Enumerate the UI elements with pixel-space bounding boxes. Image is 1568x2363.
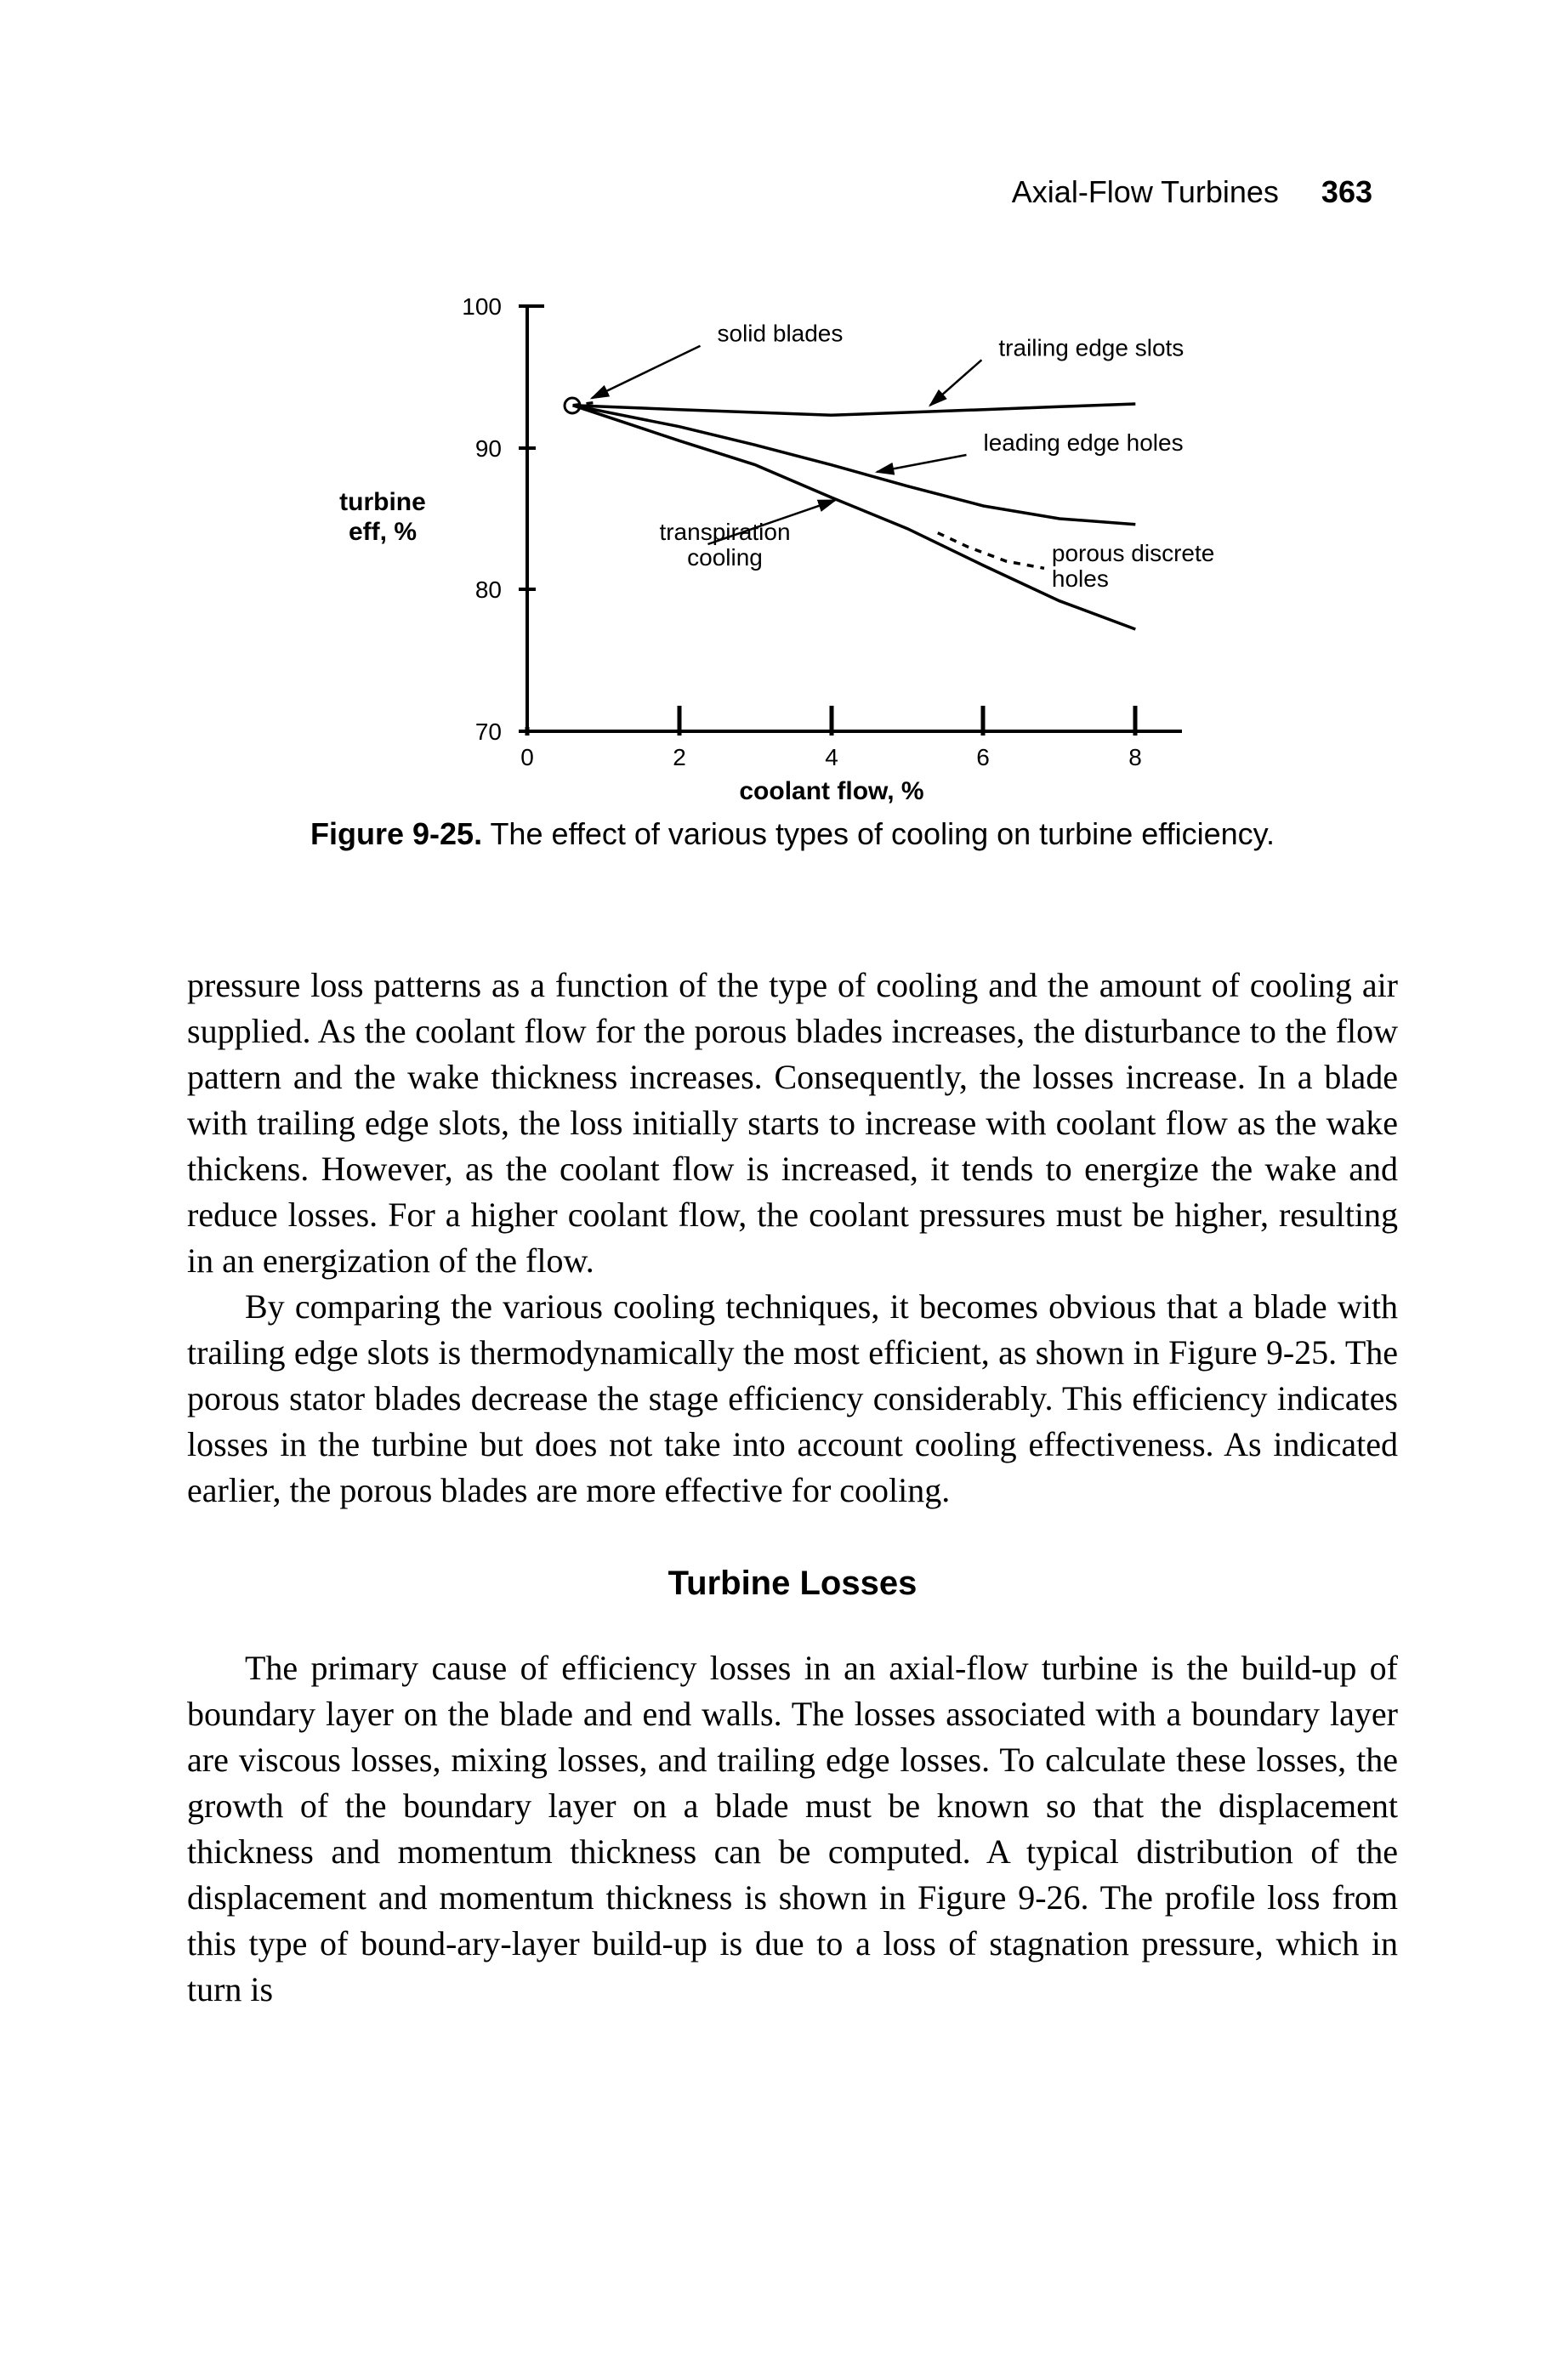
arrow-leading-edge-holes [877,455,966,472]
x-axis-label: coolant flow, % [739,777,923,805]
arrow-solid-blades [592,346,701,399]
xtick-0: 0 [520,744,534,770]
body-text-block-1: pressure loss patterns as a function of … [187,963,1398,1514]
label-porous-discrete-2: holes [1052,565,1109,592]
section-heading-turbine-losses: Turbine Losses [187,1565,1398,1603]
paragraph-1: pressure loss patterns as a function of … [187,963,1398,1284]
ytick-90: 90 [475,435,502,462]
figure-9-25: 70 80 90 100 0 2 4 6 8 coolant flow, % t… [272,255,1292,782]
label-solid-blades: solid blades [718,321,844,347]
chapter-title: Axial-Flow Turbines [1012,174,1279,209]
running-head: Axial-Flow Turbines 363 [1012,174,1372,210]
xtick-8: 8 [1128,744,1142,770]
figure-caption-text: The effect of various types of cooling o… [490,816,1275,851]
ytick-70: 70 [475,719,502,745]
xtick-6: 6 [976,744,990,770]
body-text-block-2: The primary cause of efficiency losses i… [187,1645,1398,2013]
paragraph-2: By comparing the various cooling techniq… [187,1284,1398,1514]
ytick-100: 100 [462,293,502,320]
arrow-trailing-edge-slots [930,360,982,405]
figure-caption: Figure 9-25. The effect of various types… [187,816,1398,852]
y-axis-label-1: turbine [339,488,426,516]
page-root: Axial-Flow Turbines 363 [0,0,1568,2363]
chart-svg: 70 80 90 100 0 2 4 6 8 coolant flow, % t… [272,255,1292,782]
line-trailing-edge-slots [573,404,1136,415]
label-porous-discrete-1: porous discrete [1052,540,1214,566]
y-axis-label-2: eff, % [349,518,417,546]
xtick-4: 4 [825,744,838,770]
xtick-2: 2 [673,744,686,770]
paragraph-3: The primary cause of efficiency losses i… [187,1645,1398,2013]
figure-number: Figure 9-25. [310,816,482,851]
label-leading-edge-holes: leading edge holes [984,429,1184,456]
ytick-80: 80 [475,577,502,603]
label-trailing-edge-slots: trailing edge slots [998,334,1184,361]
page-number: 363 [1321,174,1372,209]
label-transpiration-2: cooling [687,544,763,571]
